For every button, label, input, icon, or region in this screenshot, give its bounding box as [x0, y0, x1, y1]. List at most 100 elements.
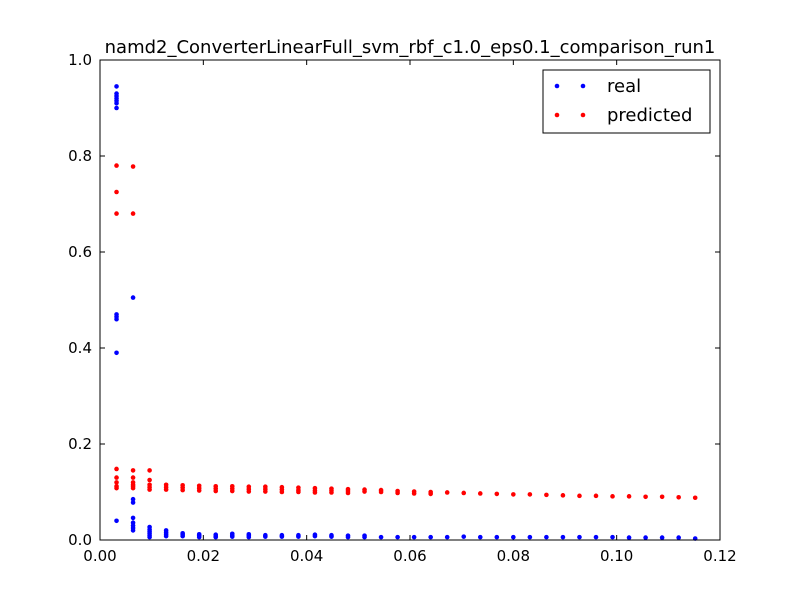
- legend-label-real: real: [607, 76, 641, 97]
- data-point-real: [527, 534, 533, 540]
- data-point-predicted: [263, 489, 268, 494]
- data-point-predicted: [428, 491, 433, 497]
- data-point-real: [577, 534, 582, 540]
- data-point-predicted: [180, 487, 185, 493]
- data-point-real: [130, 496, 136, 502]
- data-point-predicted: [577, 493, 582, 499]
- data-point-real: [329, 534, 334, 539]
- data-point-predicted: [312, 490, 318, 495]
- data-point-predicted: [692, 495, 698, 501]
- plot-frame: [99, 59, 721, 541]
- y-tick-label: 0.8: [68, 147, 92, 165]
- data-point-real: [130, 500, 136, 505]
- data-point-real: [147, 534, 152, 540]
- series-predicted: [114, 163, 698, 501]
- data-point-predicted: [114, 475, 119, 480]
- legend-marker: [554, 83, 560, 89]
- data-point-real: [114, 316, 119, 322]
- data-point-predicted: [544, 492, 549, 498]
- data-point-real: [362, 534, 367, 540]
- x-tick-label: 0.04: [290, 547, 323, 565]
- data-point-predicted: [494, 491, 500, 497]
- data-point-predicted: [147, 468, 152, 473]
- data-point-real: [263, 534, 268, 539]
- data-point-real: [428, 534, 433, 540]
- data-point-predicted: [593, 493, 599, 499]
- x-tick-label: 0.02: [187, 547, 220, 565]
- data-point-real: [544, 534, 549, 540]
- data-point-real: [312, 533, 318, 539]
- data-point-real: [477, 534, 483, 540]
- legend-marker: [580, 83, 586, 89]
- data-point-predicted: [345, 490, 351, 496]
- data-point-predicted: [444, 490, 450, 495]
- data-point-real: [114, 518, 119, 524]
- legend-marker: [580, 112, 586, 118]
- data-point-real: [130, 515, 136, 521]
- data-point-predicted: [213, 488, 219, 494]
- data-point-real: [461, 534, 467, 539]
- legend-label-predicted: predicted: [607, 105, 692, 126]
- data-point-predicted: [130, 475, 136, 480]
- axis-ticks: 0.00 0.02 0.04 0.06 0.08 0.10 0.12 0.0 0.2 0.4 0.6…: [68, 51, 737, 565]
- data-point-real: [196, 534, 202, 540]
- y-tick-label: 0.6: [68, 243, 92, 261]
- data-point-real: [114, 100, 119, 106]
- data-point-real: [163, 533, 169, 539]
- data-point-predicted: [626, 494, 632, 499]
- data-point-real: [411, 534, 417, 540]
- data-point-predicted: [246, 489, 252, 494]
- data-point-real: [180, 533, 185, 539]
- legend-box: [542, 69, 711, 134]
- data-point-predicted: [527, 492, 533, 497]
- data-point-predicted: [676, 494, 681, 500]
- chart-title: namd2_ConverterLinearFull_svm_rbf_c1.0_e…: [105, 37, 716, 58]
- data-point-predicted: [114, 466, 119, 472]
- data-point-predicted: [114, 189, 119, 195]
- data-point-real: [246, 534, 252, 540]
- data-point-predicted: [114, 480, 119, 485]
- data-point-predicted: [378, 489, 384, 495]
- data-point-predicted: [130, 211, 136, 216]
- legend: real predicted: [542, 69, 711, 134]
- data-point-real: [130, 295, 136, 300]
- data-point-real: [114, 84, 119, 89]
- data-point-predicted: [560, 493, 566, 498]
- y-tick-label: 0.2: [68, 435, 92, 453]
- x-tick-label: 0.08: [497, 547, 530, 565]
- data-point-predicted: [395, 490, 400, 496]
- y-tick-label: 0.4: [68, 339, 92, 357]
- data-point-predicted: [114, 211, 119, 216]
- x-tick-label: 0.06: [393, 547, 426, 565]
- data-point-real: [395, 534, 400, 540]
- data-point-predicted: [130, 164, 136, 169]
- data-point-predicted: [147, 487, 152, 492]
- data-point-real: [659, 535, 665, 540]
- data-point-predicted: [610, 494, 615, 499]
- data-point-real: [560, 534, 566, 540]
- y-tick-label: 0.0: [68, 531, 92, 549]
- data-point-real: [593, 534, 599, 540]
- x-tick-label: 0.12: [703, 547, 736, 565]
- data-point-predicted: [643, 494, 648, 500]
- data-point-predicted: [329, 490, 334, 495]
- data-point-real: [229, 534, 235, 539]
- data-point-predicted: [279, 489, 285, 495]
- data-point-predicted: [411, 491, 417, 496]
- data-point-predicted: [147, 477, 152, 483]
- y-tick-label: 1.0: [68, 51, 92, 69]
- data-point-predicted: [229, 488, 235, 494]
- series-real: [114, 84, 698, 541]
- data-point-real: [676, 535, 681, 540]
- data-point-predicted: [659, 494, 665, 500]
- data-point-real: [114, 105, 119, 111]
- data-point-predicted: [114, 485, 119, 491]
- data-point-real: [643, 535, 648, 540]
- data-point-predicted: [114, 163, 119, 168]
- legend-marker: [554, 112, 560, 118]
- x-tick-label: 0.00: [83, 547, 116, 565]
- data-point-predicted: [196, 488, 202, 493]
- data-point-real: [114, 350, 119, 356]
- data-point-predicted: [163, 487, 169, 492]
- data-point-real: [511, 534, 516, 540]
